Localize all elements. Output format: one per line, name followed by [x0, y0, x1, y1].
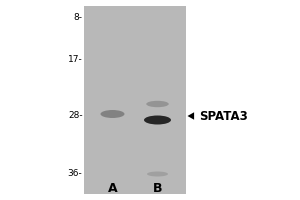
Ellipse shape [100, 110, 124, 118]
Text: 28-: 28- [68, 112, 82, 120]
Ellipse shape [144, 116, 171, 124]
Polygon shape [188, 112, 194, 120]
Text: 8-: 8- [74, 14, 82, 22]
Bar [84, 6, 186, 194]
Text: B: B [153, 182, 162, 194]
Text: 17-: 17- [68, 55, 82, 64]
Ellipse shape [146, 101, 169, 107]
Text: 36-: 36- [68, 170, 82, 178]
Text: A: A [108, 182, 117, 194]
Ellipse shape [147, 171, 168, 176]
Text: SPATA3: SPATA3 [200, 110, 248, 122]
